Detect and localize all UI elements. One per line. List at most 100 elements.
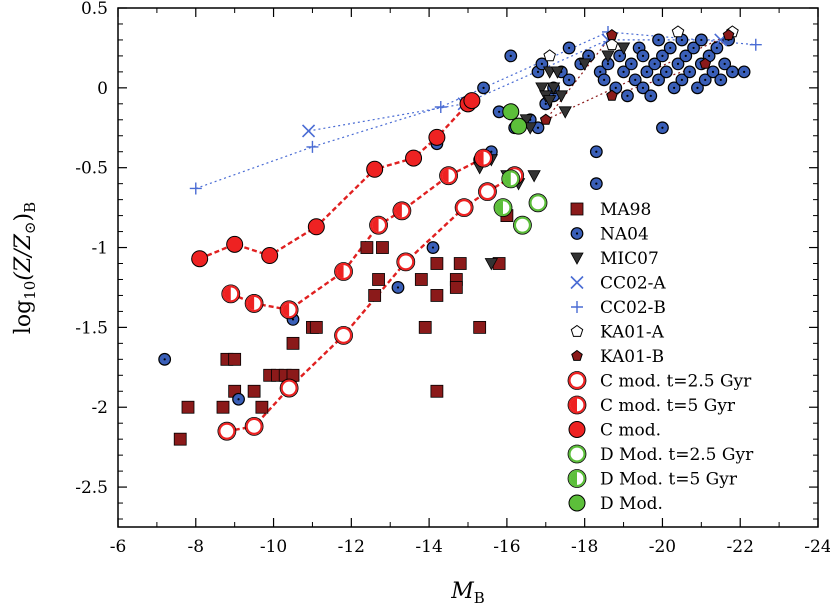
point-d-mod-t-5-gyr [493, 198, 513, 218]
point-c-mod-t-5-gyr [279, 300, 299, 320]
point-ka01-b [539, 113, 552, 125]
point-ma98 [286, 336, 300, 350]
legend-label: C mod. t=5 Gyr [600, 396, 736, 416]
point-ma98 [414, 273, 428, 286]
legend-marker-c-mod- [568, 421, 586, 438]
point-na04 [640, 65, 654, 79]
point-ma98 [309, 320, 323, 334]
point-ma98 [473, 320, 487, 334]
y-tick-label: -1 [91, 239, 108, 259]
point-c-mod- [428, 128, 446, 146]
point-c-mod-t-5-gyr [369, 215, 388, 235]
x-tick-label: -6 [110, 537, 127, 557]
point-na04 [718, 57, 732, 71]
x-axis-title: MB [450, 579, 485, 607]
point-na04 [562, 73, 576, 87]
point-ka01-b [722, 28, 735, 41]
point-na04 [562, 41, 576, 55]
point-na04 [656, 49, 669, 63]
point-cc02-b [434, 101, 447, 114]
point-ma98 [418, 320, 432, 334]
point-ka01-b [606, 28, 618, 41]
point-mic07 [616, 42, 631, 55]
point-ma98 [376, 241, 389, 254]
legend-marker-cc02-b [571, 301, 583, 313]
point-na04 [652, 73, 665, 87]
point-ma98 [453, 257, 467, 270]
x-tick-label: -8 [187, 537, 204, 557]
series-line-c-mod- [199, 99, 473, 260]
point-d-mod- [502, 103, 520, 121]
point-d-mod-t-2-5-gyr [513, 215, 532, 235]
legend-label: C mod. [600, 421, 661, 441]
point-na04 [504, 49, 518, 63]
legend-label: KA01-B [600, 347, 664, 367]
point-ma98 [360, 241, 374, 254]
point-mic07 [601, 50, 615, 63]
point-c-mod- [191, 250, 209, 268]
x-tick-label: -16 [493, 537, 520, 557]
point-ma98 [255, 400, 269, 414]
legend: MA98 NA04 MIC07 CC02-A CC02-B KA01-A KA01-B C m… [567, 200, 754, 514]
point-cc02-a [301, 124, 316, 138]
point-ma98 [449, 281, 463, 294]
point-na04 [667, 81, 681, 95]
point-ma98 [430, 384, 444, 398]
legend-label: NA04 [600, 225, 649, 245]
point-c-mod-t-5-gyr [334, 262, 353, 281]
point-d-mod-t-2-5-gyr [528, 193, 548, 213]
point-mic07 [484, 258, 499, 271]
point-mic07 [542, 95, 557, 108]
point-na04 [656, 121, 669, 135]
point-na04 [644, 89, 658, 103]
axis-ticks: -6 -8 -10 -12 -14 -16 -18 -20 -22 -24 0.5 0 -0.5 -1 -1… [75, 0, 830, 557]
legend-marker-d-mod-t-5-gyr [567, 469, 587, 488]
point-ka01-a [605, 38, 619, 51]
legend-marker-ma98 [570, 202, 584, 216]
legend-marker-ka01-b [571, 349, 583, 361]
point-c-mod- [463, 92, 481, 110]
point-mic07 [523, 122, 537, 135]
point-na04 [710, 41, 724, 55]
point-na04 [628, 73, 642, 87]
legend-label: CC02-B [600, 298, 666, 318]
point-ma98 [430, 289, 444, 302]
y-tick-label: 0.5 [81, 0, 108, 19]
point-na04 [636, 81, 650, 95]
point-c-mod-t-2-5-gyr [334, 325, 353, 345]
point-mic07 [554, 90, 569, 103]
point-mic07 [527, 170, 541, 183]
y-tick-label: -2 [91, 398, 108, 418]
legend-label: MA98 [600, 200, 651, 220]
point-na04 [675, 73, 689, 87]
point-na04 [687, 41, 700, 55]
legend-marker-na04 [570, 227, 584, 240]
point-c-mod-t-5-gyr [392, 201, 412, 221]
point-mic07 [546, 82, 561, 95]
point-c-mod- [307, 218, 325, 236]
x-tick-label: -24 [804, 537, 830, 557]
point-ma98 [430, 257, 444, 270]
legend-label: CC02-A [600, 274, 666, 294]
point-c-mod-t-5-gyr [474, 148, 493, 168]
point-na04 [679, 49, 693, 63]
point-na04 [694, 33, 708, 47]
point-ma98 [216, 400, 230, 414]
point-na04 [714, 73, 728, 87]
point-na04 [652, 33, 665, 47]
point-c-mod- [226, 235, 244, 253]
point-ma98 [173, 432, 187, 446]
point-ka01-a [671, 25, 685, 38]
point-c-mod-t-5-gyr [244, 294, 264, 313]
point-na04 [426, 241, 440, 254]
y-axis-title: log10(Z/Z⊙)B [11, 202, 39, 334]
point-na04 [663, 41, 677, 55]
point-na04 [726, 65, 739, 79]
legend-marker-cc02-a [570, 275, 584, 290]
point-ka01-b [699, 57, 712, 69]
point-ma98 [372, 273, 385, 286]
point-c-mod-t-2-5-gyr [396, 252, 416, 272]
point-c-mod-t-2-5-gyr [244, 416, 264, 436]
point-c-mod- [261, 247, 279, 265]
legend-marker-d-mod- [568, 494, 586, 512]
